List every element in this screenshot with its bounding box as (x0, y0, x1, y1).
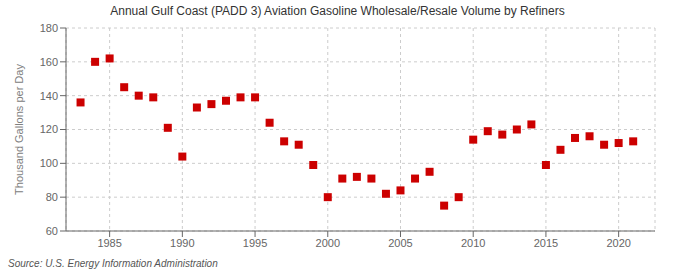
svg-text:Thousand Gallons per Day: Thousand Gallons per Day (13, 64, 25, 195)
svg-text:60: 60 (46, 225, 58, 237)
svg-text:140: 140 (40, 90, 58, 102)
svg-text:2005: 2005 (388, 237, 412, 249)
svg-text:180: 180 (40, 22, 58, 34)
svg-text:2020: 2020 (606, 237, 630, 249)
svg-text:2000: 2000 (316, 237, 340, 249)
svg-text:80: 80 (46, 191, 58, 203)
svg-text:1990: 1990 (170, 237, 194, 249)
svg-text:2015: 2015 (534, 237, 558, 249)
svg-text:100: 100 (40, 157, 58, 169)
svg-text:1985: 1985 (97, 237, 121, 249)
svg-text:160: 160 (40, 56, 58, 68)
html-text:Source: U.S. Energy Informatio: Source: U.S. Energy Information Administ… (8, 258, 218, 269)
svg-text:120: 120 (40, 123, 58, 135)
svg-text:1995: 1995 (243, 237, 267, 249)
svg-text:2010: 2010 (461, 237, 485, 249)
html-text:Annual Gulf Coast (PADD 3) Avi: Annual Gulf Coast (PADD 3) Aviation Gaso… (110, 4, 565, 18)
